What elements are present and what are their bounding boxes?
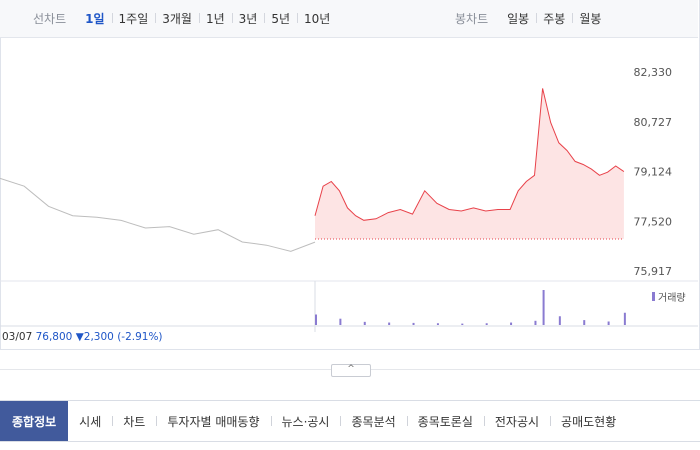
volume-legend-swatch	[652, 292, 655, 301]
tab-summary[interactable]: 종합정보	[0, 401, 69, 441]
candle-option-weekly[interactable]: 주봉	[536, 10, 572, 27]
tab-analysis[interactable]: 종목분석	[340, 401, 406, 441]
y-tick-label: 77,520	[634, 215, 673, 228]
x-tick-label: 10:00	[348, 332, 380, 333]
tab-quote[interactable]: 시세	[79, 414, 102, 429]
volume-bar	[461, 323, 464, 325]
line-chart-label: 선차트	[33, 12, 67, 26]
y-tick-label: 82,330	[634, 66, 673, 79]
x-tick-label: 13:00	[494, 332, 526, 333]
chart-toolbar: 선차트 1일 1주일 3개월 1년 3년 5년 10년 봉차트 일봉 주봉 월봉	[0, 0, 698, 38]
volume-bar	[542, 290, 545, 325]
y-tick-label: 79,124	[634, 166, 673, 179]
previous-day-price-line	[0, 177, 316, 252]
volume-bar	[339, 318, 342, 325]
range-option-3months[interactable]: 3개월	[155, 10, 199, 27]
volume-legend-label: 거래량	[658, 293, 686, 304]
volume-bar	[534, 320, 537, 325]
current-day-price-line	[314, 88, 625, 221]
x-tick-label: 14:00	[543, 332, 575, 333]
volume-bar	[558, 316, 561, 325]
candle-chart-label: 봉차트	[455, 12, 489, 26]
volume-bar	[623, 312, 626, 325]
stock-tabs: 종합정보 시세 차트 투자자별 매매동향 뉴스·공시 종목분석 종목토론실 전자…	[0, 400, 700, 442]
volume-bar	[388, 322, 391, 325]
previous-close-change: ▼2,300	[75, 331, 114, 343]
collapse-chart-button[interactable]: ^	[331, 364, 371, 377]
tab-e-disclosure[interactable]: 전자공시	[483, 401, 550, 441]
tab-investor-trends[interactable]: 투자자별 매매동향	[156, 401, 270, 441]
chevron-up-icon: ^	[347, 364, 355, 374]
previous-close-rate: (-2.91%)	[117, 331, 163, 343]
tab-chart[interactable]: 차트	[112, 401, 156, 441]
line-chart-range-selector: 선차트 1일 1주일 3개월 1년 3년 5년 10년	[33, 0, 337, 37]
volume-bar	[315, 314, 317, 325]
range-option-10years[interactable]: 10년	[297, 10, 337, 27]
x-tick-label: 15:00	[592, 332, 624, 333]
price-chart[interactable]: 82,330 80,727 79,124 77,520 75,917 03/07 03/08…	[0, 38, 700, 333]
volume-bar	[485, 323, 488, 325]
candle-chart-selector: 봉차트 일봉 주봉 월봉	[455, 0, 608, 37]
range-option-1year[interactable]: 1년	[198, 10, 232, 27]
x-tick-label: 03/08	[317, 332, 349, 333]
tab-discussion[interactable]: 종목토론실	[406, 401, 484, 441]
tab-news-disclosure[interactable]: 뉴스·공시	[270, 401, 341, 441]
x-tick-label: 12:00	[445, 332, 477, 333]
volume-bar	[436, 323, 439, 325]
volume-bar	[363, 321, 366, 325]
candle-option-monthly[interactable]: 월봉	[572, 10, 608, 27]
range-option-1day[interactable]: 1일	[85, 12, 105, 26]
previous-close-date: 03/07	[2, 331, 33, 343]
previous-close-price: 76,800	[35, 331, 73, 343]
y-tick-label: 80,727	[634, 116, 673, 129]
x-tick-label: 11:00	[397, 332, 429, 333]
x-tick-label: 03/07	[2, 332, 34, 333]
previous-close-info: 03/07 76,800 ▼2,300 (-2.91%)	[2, 331, 163, 343]
volume-bar	[607, 321, 610, 325]
y-tick-label: 75,917	[634, 265, 673, 278]
range-option-5years[interactable]: 5년	[264, 10, 297, 27]
range-option-3years[interactable]: 3년	[231, 10, 265, 27]
volume-legend: 거래량	[652, 289, 686, 304]
current-day-price-area	[315, 88, 624, 239]
tab-short-selling[interactable]: 공매도현황	[550, 401, 627, 441]
volume-bar	[510, 322, 513, 325]
volume-bar	[412, 322, 415, 325]
volume-bar	[583, 320, 586, 325]
candle-option-daily[interactable]: 일봉	[507, 12, 530, 26]
range-option-1week[interactable]: 1주일	[111, 10, 156, 27]
